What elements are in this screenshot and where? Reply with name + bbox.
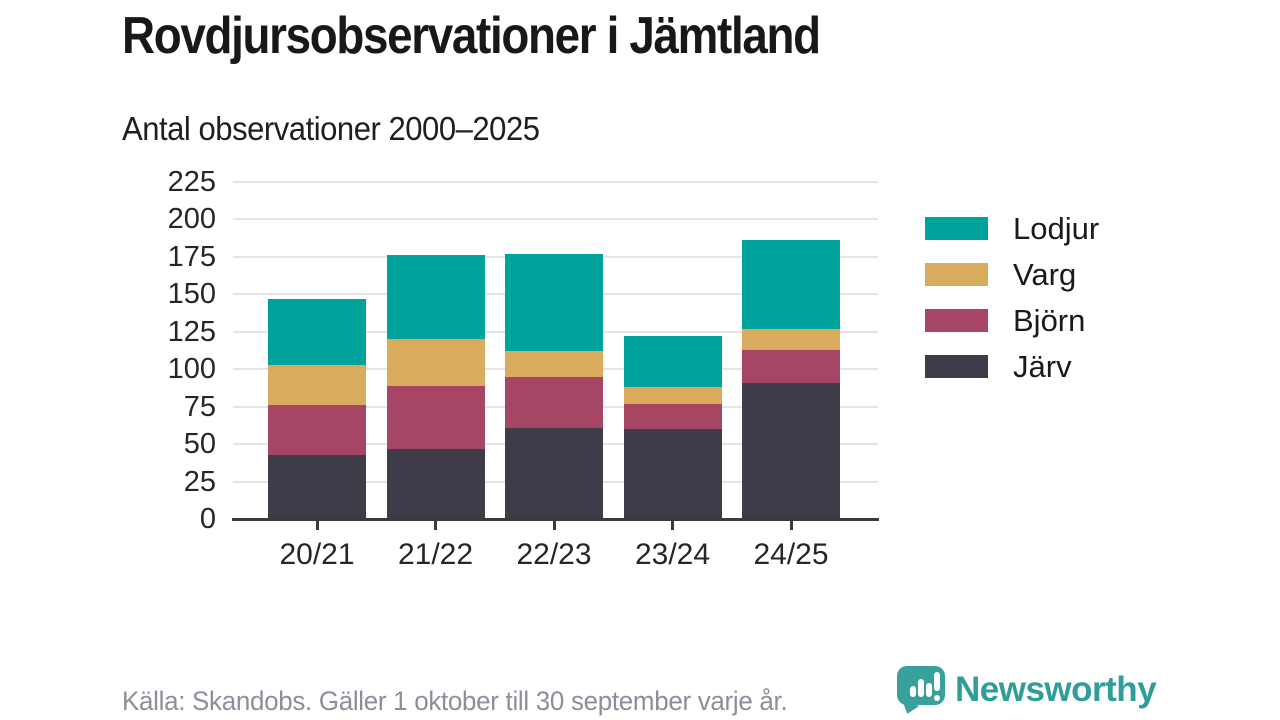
plot-area <box>233 181 878 519</box>
legend-label: Varg <box>1013 256 1077 292</box>
bar-segment-järv-23/24 <box>623 429 722 519</box>
y-axis-tick-label: 200 <box>167 203 216 236</box>
legend-item-lodjur: Lodjur <box>925 211 1099 246</box>
x-axis-label: 24/25 <box>753 538 829 571</box>
y-axis-tick-label: 225 <box>167 166 216 198</box>
bar-21/22 <box>386 255 485 519</box>
newsworthy-logo-text: Newsworthy <box>955 670 1157 709</box>
logo-bar-3 <box>926 683 932 697</box>
bar-20/21 <box>268 298 366 519</box>
bar-segment-björn-24/25 <box>742 349 840 383</box>
bar-segment-lodjur-21/22 <box>386 255 485 340</box>
x-axis-label: 20/21 <box>279 538 355 571</box>
bar-segment-järv-20/21 <box>268 454 366 519</box>
y-axis-tick-label: 175 <box>167 240 216 273</box>
y-axis-tick-label: 150 <box>167 278 216 311</box>
legend-swatch-järv <box>925 355 988 378</box>
x-axis-tick <box>315 521 319 530</box>
gridline <box>233 218 878 221</box>
bar-segment-björn-22/23 <box>505 376 603 428</box>
legend: Lodjur Varg Björn Järv <box>925 211 1099 401</box>
y-axis-tick-label: 125 <box>167 315 216 348</box>
legend-swatch-varg <box>925 263 988 286</box>
bar-segment-lodjur-22/23 <box>505 253 603 352</box>
x-axis-tick <box>789 521 793 530</box>
logo-exclamation-dot <box>934 695 940 701</box>
bar-segment-björn-23/24 <box>623 403 722 430</box>
x-axis-label: 23/24 <box>634 538 711 571</box>
y-axis-tick-label: 75 <box>183 390 216 423</box>
logo-exclamation-icon <box>934 672 940 691</box>
bar-segment-lodjur-20/21 <box>268 298 366 365</box>
x-axis-label: 22/23 <box>516 538 592 571</box>
x-axis-tick <box>552 521 556 530</box>
bar-segment-lodjur-24/25 <box>742 240 840 329</box>
source-note: Källa: Skandobs. Gäller 1 oktober till 3… <box>122 686 788 716</box>
y-axis-tick-label: 50 <box>183 428 216 461</box>
bar-23/24 <box>623 336 722 519</box>
chart-title: Rovdjursobservationer i Jämtland <box>122 7 821 65</box>
bar-segment-björn-20/21 <box>268 405 366 455</box>
bar-segment-björn-21/22 <box>386 385 485 449</box>
bar-chart-speech-bubble-icon <box>897 666 945 705</box>
legend-item-järv: Järv <box>925 349 1099 384</box>
bar-segment-järv-24/25 <box>742 382 840 519</box>
chart-subtitle: Antal observationer 2000–2025 <box>122 110 540 147</box>
bar-segment-varg-21/22 <box>386 339 485 386</box>
bar-24/25 <box>742 240 840 519</box>
legend-swatch-björn <box>925 309 988 332</box>
bar-segment-varg-24/25 <box>742 328 840 350</box>
x-axis-tick <box>671 521 674 530</box>
y-axis-tick-label: 0 <box>199 503 216 535</box>
y-axis-tick-label: 25 <box>183 465 216 498</box>
bar-segment-lodjur-23/24 <box>623 336 722 388</box>
legend-label: Björn <box>1013 302 1086 338</box>
legend-label: Lodjur <box>1013 210 1100 246</box>
bar-segment-varg-23/24 <box>623 387 722 404</box>
legend-label: Järv <box>1013 348 1072 384</box>
x-axis-line <box>232 518 879 521</box>
gridline <box>233 181 878 183</box>
legend-swatch-lodjur <box>925 217 988 240</box>
logo-bar-2 <box>918 679 924 697</box>
bar-22/23 <box>505 253 603 519</box>
x-axis-tick <box>434 521 437 530</box>
legend-item-varg: Varg <box>925 257 1099 292</box>
bar-segment-varg-20/21 <box>268 364 366 406</box>
newsworthy-logo: Newsworthy <box>897 666 1157 714</box>
bar-segment-järv-22/23 <box>505 427 603 519</box>
bar-segment-varg-22/23 <box>505 351 603 377</box>
x-axis-label: 21/22 <box>397 538 474 571</box>
bar-segment-järv-21/22 <box>386 448 485 519</box>
logo-bar-1 <box>910 686 916 697</box>
y-axis-tick-label: 100 <box>167 353 216 386</box>
legend-item-björn: Björn <box>925 303 1099 338</box>
